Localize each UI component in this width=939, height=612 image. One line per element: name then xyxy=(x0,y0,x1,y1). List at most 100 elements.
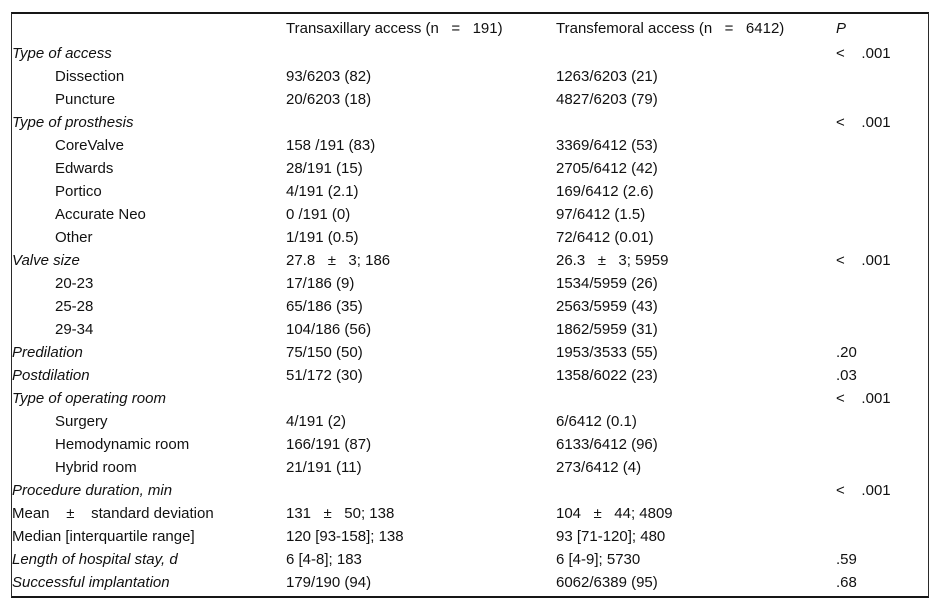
value-transaxillary: 158 /191 (83) xyxy=(286,137,376,154)
value-transfemoral: 3369/6412 (53) xyxy=(556,137,658,154)
value-transaxillary: 17/186 (9) xyxy=(286,275,355,292)
p-value: < .001 xyxy=(836,390,891,407)
p-value xyxy=(836,525,928,548)
p-value xyxy=(836,203,928,226)
row-label: Other xyxy=(55,229,93,246)
value-transaxillary xyxy=(286,111,556,134)
value-transfemoral: 1862/5959 (31) xyxy=(556,321,658,338)
row-label: Hybrid room xyxy=(55,459,137,476)
table-row: Type of access < .001 xyxy=(12,42,928,65)
p-value xyxy=(836,180,928,203)
value-transfemoral xyxy=(556,387,836,410)
row-label: Successful implantation xyxy=(12,574,170,591)
p-value: < .001 xyxy=(836,45,891,62)
table-row: Type of operating room < .001 xyxy=(12,387,928,410)
row-label: Procedure duration, min xyxy=(12,482,173,499)
value-transaxillary xyxy=(286,42,556,65)
table-row: Predilation 75/150 (50) 1953/3533 (55) .20 xyxy=(12,341,928,364)
p-value xyxy=(836,157,928,180)
value-transfemoral: 72/6412 (0.01) xyxy=(556,229,654,246)
value-transaxillary: 166/191 (87) xyxy=(286,436,372,453)
row-label: Type of operating room xyxy=(12,390,166,407)
table-row: Hybrid room 21/191 (11) 273/6412 (4) xyxy=(12,456,928,479)
value-transaxillary xyxy=(286,387,556,410)
value-transfemoral: 104 ± 44; 4809 xyxy=(556,505,673,522)
table-row: Accurate Neo 0 /191 (0) 97/6412 (1.5) xyxy=(12,203,928,226)
row-label: Hemodynamic room xyxy=(55,436,190,453)
row-label: Puncture xyxy=(55,91,116,108)
table-row: Puncture 20/6203 (18) 4827/6203 (79) xyxy=(12,88,928,111)
row-label: Length of hospital stay, d xyxy=(12,551,178,568)
row-label: CoreValve xyxy=(55,137,124,154)
value-transfemoral xyxy=(556,111,836,134)
p-value xyxy=(836,318,928,341)
value-transaxillary: 6 [4-8]; 183 xyxy=(286,551,362,568)
table-row: 20-23 17/186 (9) 1534/5959 (26) xyxy=(12,272,928,295)
value-transaxillary: 28/191 (15) xyxy=(286,160,363,177)
row-label: Valve size xyxy=(12,252,80,269)
p-value: .68 xyxy=(836,574,857,591)
p-value xyxy=(836,295,928,318)
value-transaxillary: 131 ± 50; 138 xyxy=(286,505,395,522)
p-value: < .001 xyxy=(836,114,891,131)
value-transaxillary: 104/186 (56) xyxy=(286,321,372,338)
table-row: Other 1/191 (0.5) 72/6412 (0.01) xyxy=(12,226,928,249)
value-transfemoral: 169/6412 (2.6) xyxy=(556,183,654,200)
p-value xyxy=(836,456,928,479)
header-row: Transaxillary access (n = 191) Transfemo… xyxy=(12,14,928,42)
p-value: .03 xyxy=(836,367,857,384)
value-transaxillary: 120 [93-158]; 138 xyxy=(286,528,404,545)
p-value xyxy=(836,134,928,157)
value-transfemoral xyxy=(556,42,836,65)
value-transaxillary: 51/172 (30) xyxy=(286,367,363,384)
table-header: Transaxillary access (n = 191) Transfemo… xyxy=(12,14,928,42)
p-value xyxy=(836,433,928,456)
value-transaxillary: 4/191 (2) xyxy=(286,413,347,430)
value-transaxillary: 27.8 ± 3; 186 xyxy=(286,252,391,269)
p-value xyxy=(836,226,928,249)
p-value: < .001 xyxy=(836,482,891,499)
p-value xyxy=(836,88,928,111)
table-row: 29-34 104/186 (56) 1862/5959 (31) xyxy=(12,318,928,341)
value-transaxillary: 93/6203 (82) xyxy=(286,68,372,85)
value-transfemoral: 93 [71-120]; 480 xyxy=(556,528,666,545)
row-label: Postdilation xyxy=(12,367,90,384)
table-row: Surgery 4/191 (2) 6/6412 (0.1) xyxy=(12,410,928,433)
value-transfemoral: 6062/6389 (95) xyxy=(556,574,658,591)
table-row: Mean ± standard deviation 131 ± 50; 138 10… xyxy=(12,502,928,525)
value-transfemoral: 273/6412 (4) xyxy=(556,459,642,476)
comparison-table: Transaxillary access (n = 191) Transfemo… xyxy=(12,14,928,594)
column-header-transaxillary: Transaxillary access (n = 191) xyxy=(286,19,503,37)
value-transfemoral: 1953/3533 (55) xyxy=(556,344,658,361)
value-transaxillary xyxy=(286,479,556,502)
value-transaxillary: 21/191 (11) xyxy=(286,459,362,476)
value-transfemoral: 6133/6412 (96) xyxy=(556,436,658,453)
p-value xyxy=(836,65,928,88)
table-body: Type of access < .001 Dissection 93/6203 (8… xyxy=(12,42,928,594)
value-transfemoral: 26.3 ± 3; 5959 xyxy=(556,252,669,269)
table-row: Hemodynamic room 166/191 (87) 6133/6412 (9… xyxy=(12,433,928,456)
p-value xyxy=(836,410,928,433)
table-row: Postdilation 51/172 (30) 1358/6022 (23) .03 xyxy=(12,364,928,387)
table-row: 25-28 65/186 (35) 2563/5959 (43) xyxy=(12,295,928,318)
value-transaxillary: 0 /191 (0) xyxy=(286,206,351,223)
row-label: Portico xyxy=(55,183,102,200)
row-label: Predilation xyxy=(12,344,83,361)
value-transaxillary: 20/6203 (18) xyxy=(286,91,372,108)
value-transaxillary: 65/186 (35) xyxy=(286,298,363,315)
p-value xyxy=(836,502,928,525)
value-transaxillary: 4/191 (2.1) xyxy=(286,183,359,200)
value-transfemoral: 6 [4-9]; 5730 xyxy=(556,551,641,568)
value-transaxillary: 1/191 (0.5) xyxy=(286,229,359,246)
table-row: Procedure duration, min < .001 xyxy=(12,479,928,502)
value-transfemoral: 1263/6203 (21) xyxy=(556,68,658,85)
table-row: Type of prosthesis < .001 xyxy=(12,111,928,134)
row-label: 29-34 xyxy=(55,321,94,338)
value-transfemoral: 2705/6412 (42) xyxy=(556,160,658,177)
row-label: 25-28 xyxy=(55,298,94,315)
row-label: Accurate Neo xyxy=(55,206,146,223)
comparison-table-frame: Transaxillary access (n = 191) Transfemo… xyxy=(11,12,929,598)
p-value: .59 xyxy=(836,551,857,568)
table-row: CoreValve 158 /191 (83) 3369/6412 (53) xyxy=(12,134,928,157)
